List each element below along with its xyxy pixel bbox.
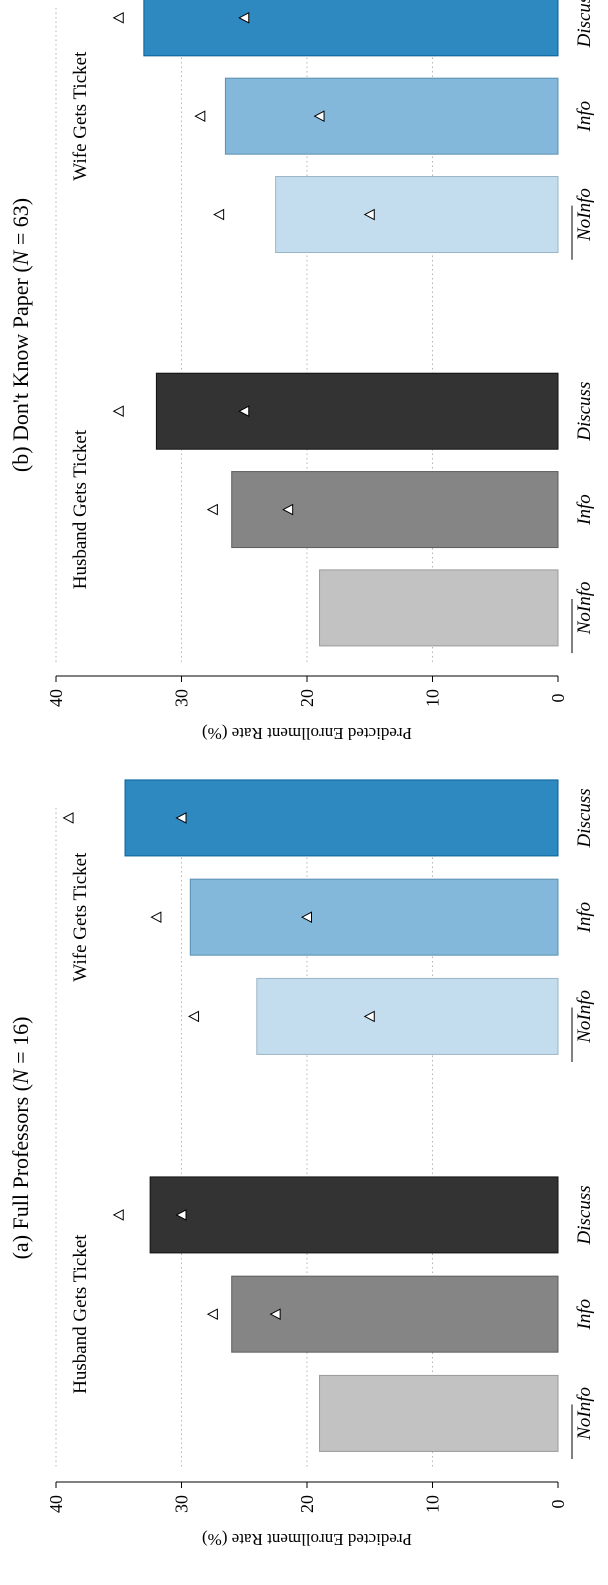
marker-point [363, 208, 375, 221]
bar-discuss [149, 1176, 559, 1254]
category-label: Discuss [574, 0, 595, 48]
tick-label: 30 [172, 689, 192, 707]
tick-label: 0 [548, 694, 568, 703]
axis-title: Predicted Enrollment Rate (%) [202, 724, 412, 743]
panel-title-suffix: = 16) [8, 1017, 33, 1070]
group-label: Husband Gets Ticket [70, 1234, 91, 1394]
category-label: Discuss [574, 382, 595, 442]
bar-noinfo [256, 977, 559, 1055]
category-label: Info [574, 902, 595, 934]
category-label: Info [574, 101, 595, 133]
marker-point [194, 110, 206, 123]
category-label: Info [574, 1299, 595, 1331]
marker-point [150, 911, 162, 924]
group-label: Wife Gets Ticket [70, 51, 91, 181]
tick-label: 40 [46, 1495, 66, 1513]
bar-noinfo [319, 1374, 559, 1452]
marker-point [62, 812, 74, 824]
panel-title: (b) Don't Know Paper (N = 63) [8, 198, 33, 472]
group-label: Husband Gets Ticket [70, 429, 91, 589]
chart-panel-b: NoInfo Info Discuss Husband Gets Ticket NoIn… [8, 0, 595, 743]
category-label: Discuss [574, 1185, 595, 1245]
bar-info [189, 878, 559, 956]
marker-point [238, 12, 250, 24]
category-label: Discuss [574, 788, 595, 848]
axis-title: Predicted Enrollment Rate (%) [202, 1530, 412, 1549]
bar-discuss [155, 372, 559, 450]
panel-title-prefix: (b) Don't Know Paper ( [8, 265, 33, 472]
marker-point [238, 405, 250, 418]
bar-info [224, 77, 559, 155]
panel-title-n: N [8, 1068, 33, 1085]
category-label: NoInfo [574, 990, 595, 1044]
marker-point [206, 1308, 218, 1320]
bar-discuss [143, 0, 559, 57]
marker-point [300, 911, 312, 924]
marker-point [175, 812, 187, 824]
panel-title-suffix: = 63) [8, 198, 33, 251]
tick-label: 0 [548, 1500, 568, 1509]
marker-point [269, 1308, 281, 1320]
tick-label: 40 [46, 689, 66, 707]
bar-discuss [124, 779, 559, 857]
marker-point [206, 503, 218, 516]
bar-info [231, 471, 559, 549]
marker-point [363, 1010, 375, 1023]
category-label: NoInfo [574, 582, 595, 636]
marker-point [175, 1209, 187, 1221]
tick-label: 20 [297, 1495, 317, 1513]
marker-point [112, 12, 124, 24]
chart-panel-a: NoInfo Info Discuss Husband Gets Ticket NoIn… [8, 779, 595, 1549]
marker-point [313, 110, 325, 123]
marker-point [112, 1209, 124, 1221]
panel-title-prefix: (a) Full Professors ( [8, 1084, 33, 1259]
tick-label: 20 [297, 689, 317, 707]
bar-noinfo [319, 569, 559, 647]
tick-label: 10 [423, 1495, 443, 1513]
panel-title-n: N [8, 249, 33, 266]
panel-title: (a) Full Professors (N = 16) [8, 1017, 33, 1260]
category-label: NoInfo [574, 1387, 595, 1441]
tick-label: 10 [423, 689, 443, 707]
tick-label: 30 [172, 1495, 192, 1513]
group-label: Wife Gets Ticket [70, 852, 91, 982]
bar-info [231, 1275, 559, 1353]
marker-point [213, 208, 225, 221]
marker-point [282, 503, 294, 516]
marker-point [112, 405, 124, 418]
bar-noinfo [275, 176, 559, 254]
category-label: NoInfo [574, 188, 595, 242]
category-label: Info [574, 494, 595, 526]
marker-point [187, 1010, 200, 1023]
